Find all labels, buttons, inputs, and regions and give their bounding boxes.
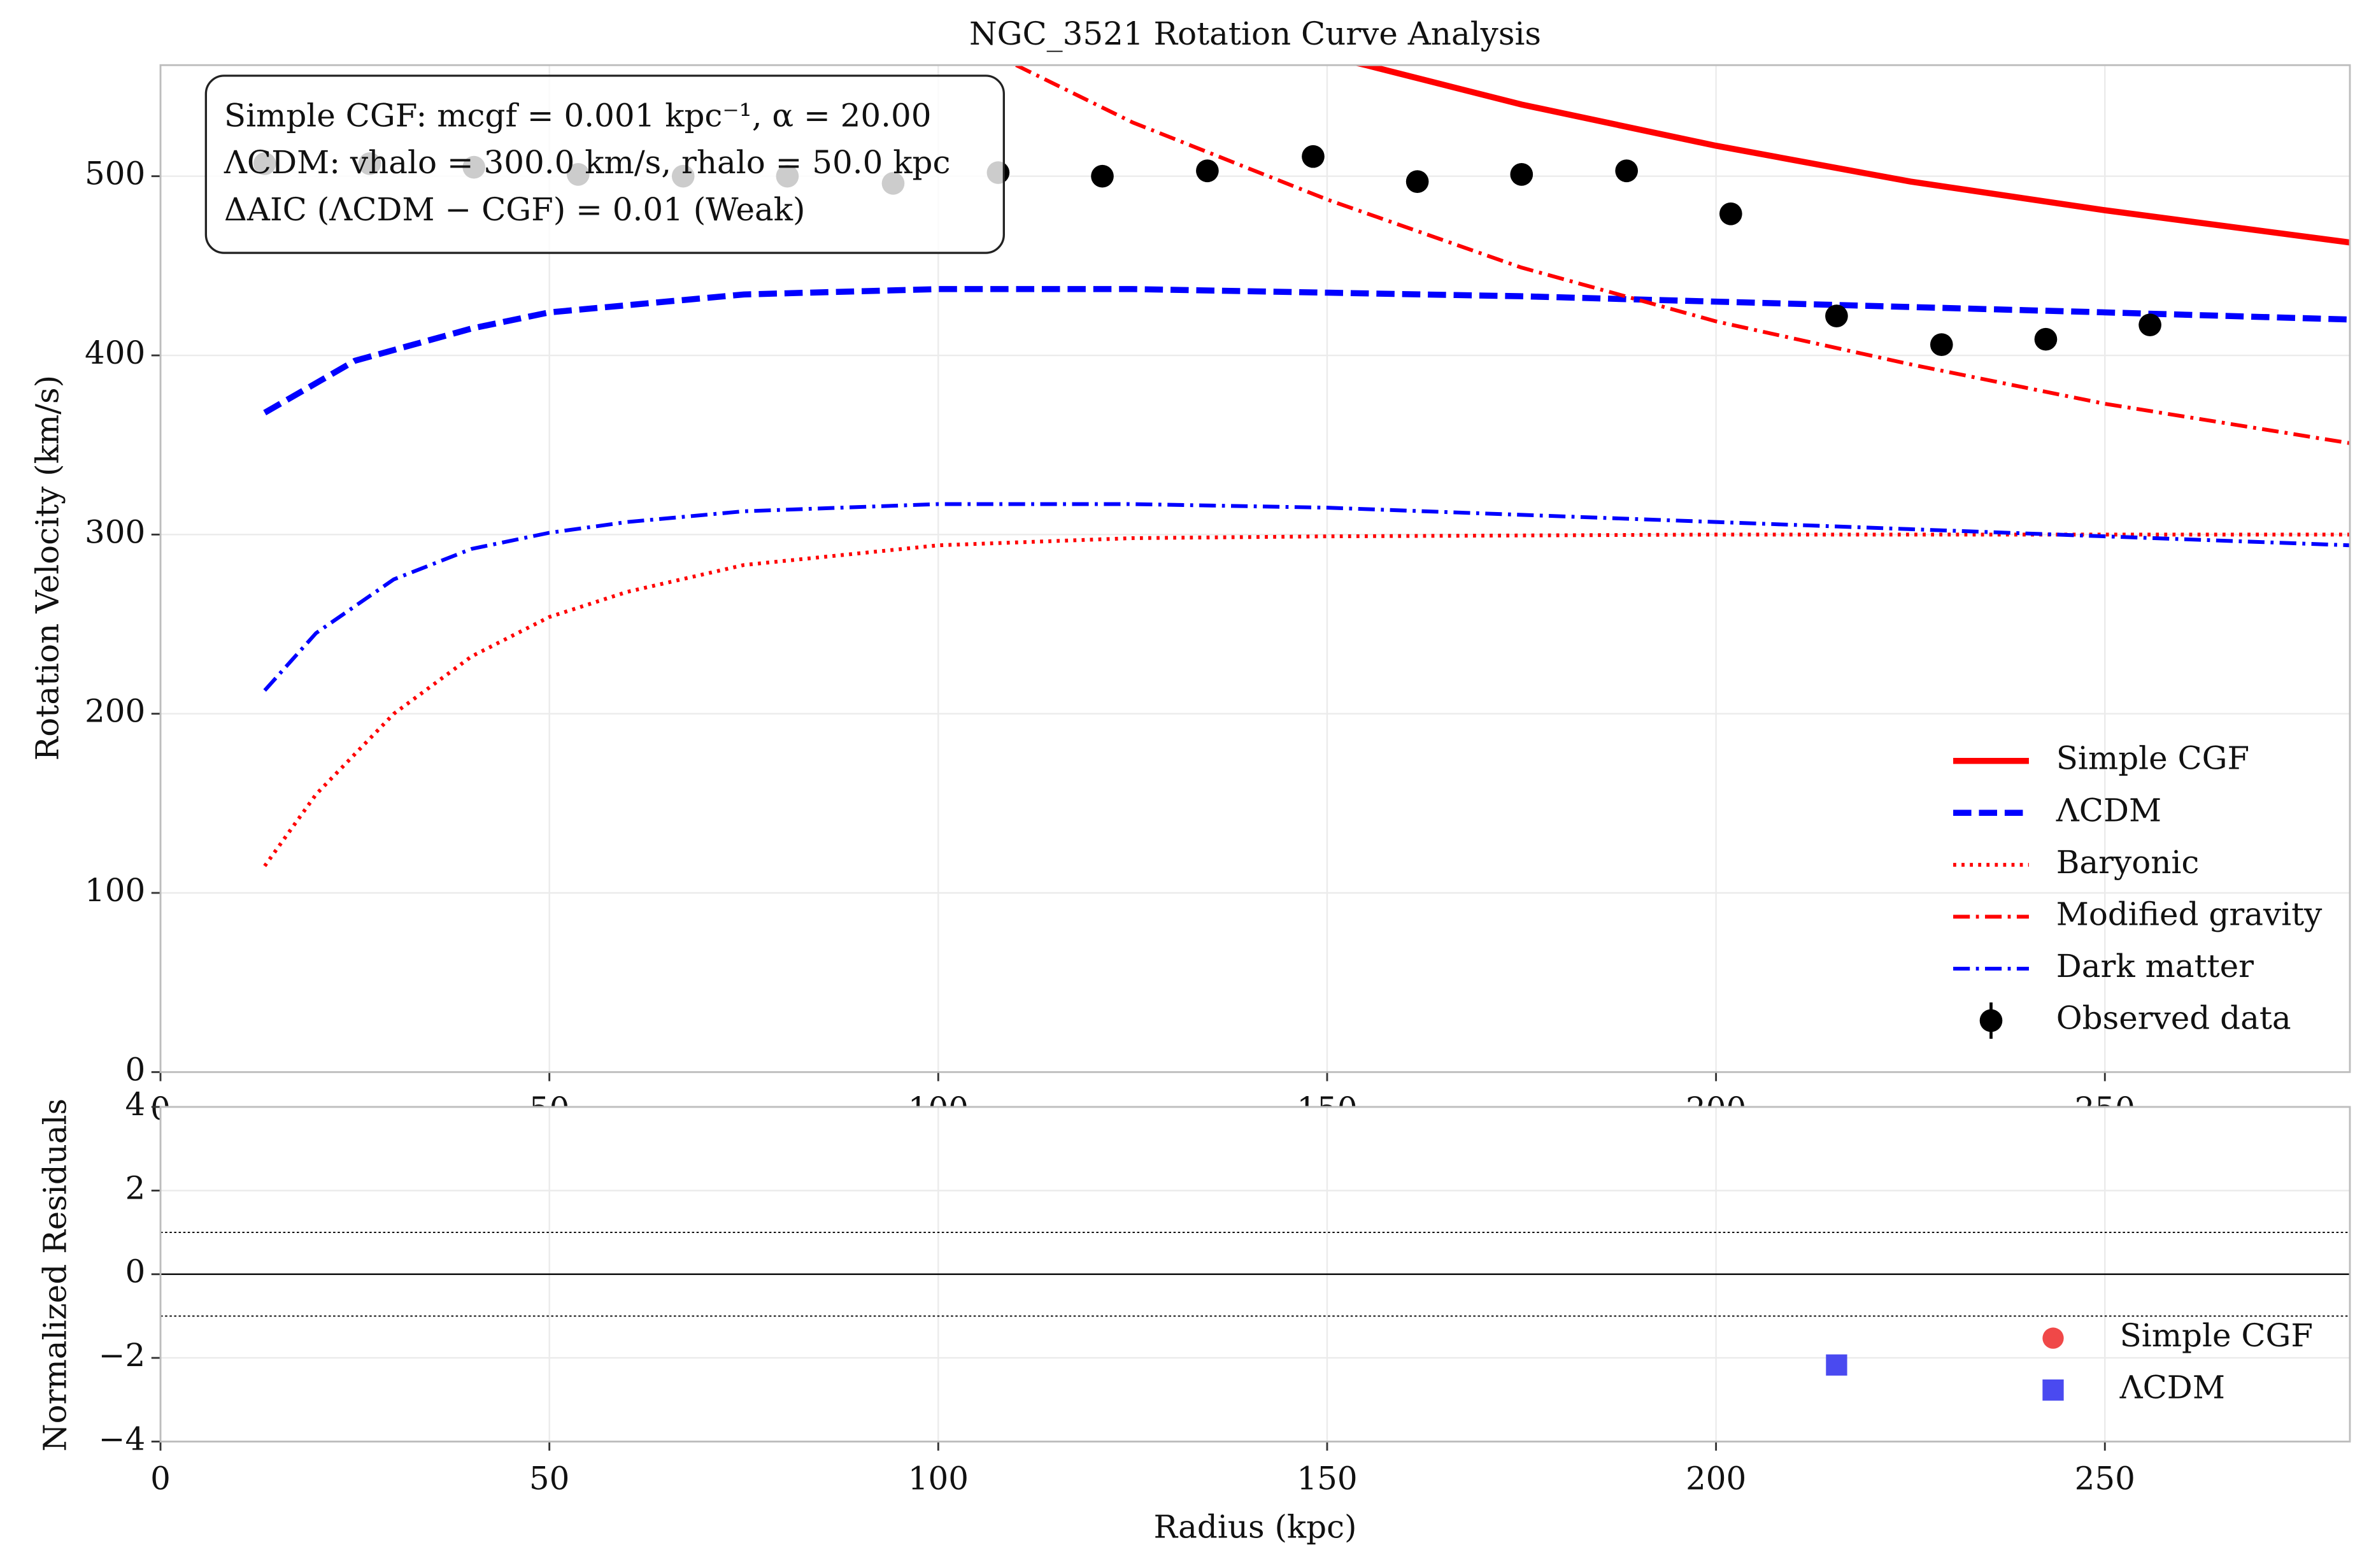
legend-swatch xyxy=(2042,1327,2064,1349)
annotation-text: ΛCDM: vhalo = 300.0 km/s, rhalo = 50.0 k… xyxy=(224,144,951,181)
y-tick-label: 0 xyxy=(125,1051,145,1088)
marker xyxy=(1405,170,1429,193)
legend-swatch xyxy=(2042,1379,2064,1401)
marker xyxy=(1302,145,1325,168)
y-tick-label: 2 xyxy=(125,1169,145,1206)
x-axis-label: Radius (kpc) xyxy=(1153,1508,1356,1545)
x-tick-label: 250 xyxy=(2075,1460,2135,1497)
y-tick-label: 4 xyxy=(125,1086,145,1123)
marker xyxy=(2034,327,2058,351)
legend-label: Dark matter xyxy=(2056,948,2254,985)
chart-title: NGC_3521 Rotation Curve Analysis xyxy=(969,15,1541,52)
series-line xyxy=(1015,65,2350,445)
annotation-text: Simple CGF: mcgf = 0.001 kpc⁻¹, α = 20.0… xyxy=(224,97,932,134)
axes-frame xyxy=(159,64,2351,1073)
x-tick-label: 100 xyxy=(908,1460,969,1497)
annotation-text: ΔAIC (ΛCDM − CGF) = 0.01 (Weak) xyxy=(224,191,806,228)
marker xyxy=(1719,202,1742,225)
marker xyxy=(1196,159,1219,183)
legend-label: Simple CGF xyxy=(2056,740,2249,777)
marker xyxy=(1930,333,1953,356)
marker xyxy=(1826,1354,1847,1376)
legend-label: Baryonic xyxy=(2056,844,2200,881)
x-tick-label: 0 xyxy=(150,1460,171,1497)
legend-label: ΛCDM xyxy=(2119,1369,2225,1406)
y-axis-label: Normalized Residuals xyxy=(36,1099,73,1451)
x-tick-label: 200 xyxy=(1686,1460,1746,1497)
x-tick-label: 50 xyxy=(529,1460,570,1497)
marker xyxy=(1615,159,1639,183)
y-axis-label: Rotation Velocity (km/s) xyxy=(29,375,66,760)
axes-frame xyxy=(159,1106,2351,1443)
y-tick-label: −2 xyxy=(99,1337,146,1374)
annotation-box xyxy=(204,75,1005,254)
y-tick-label: 0 xyxy=(125,1253,145,1290)
y-tick-label: 300 xyxy=(85,513,145,550)
y-tick-label: 200 xyxy=(85,693,145,730)
series-line xyxy=(263,502,2350,692)
legend-swatch xyxy=(1979,1009,2003,1032)
legend-label: Modified gravity xyxy=(2056,895,2323,932)
series-line xyxy=(1352,65,2350,246)
series-line xyxy=(263,532,2350,867)
plot-layer xyxy=(160,1232,2350,1376)
legend-label: ΛCDM xyxy=(2056,792,2161,829)
y-tick-label: 400 xyxy=(85,334,145,371)
marker xyxy=(1510,163,1533,186)
marker xyxy=(1091,164,1114,188)
legend-label: Simple CGF xyxy=(2120,1317,2313,1354)
legend-label: Observed data xyxy=(2056,999,2291,1036)
y-tick-label: 500 xyxy=(85,155,145,192)
y-tick-label: 100 xyxy=(85,872,145,909)
marker xyxy=(2138,313,2161,337)
x-tick-label: 150 xyxy=(1297,1460,1357,1497)
series-line xyxy=(263,286,2350,416)
y-tick-label: −4 xyxy=(99,1420,146,1457)
marker xyxy=(1825,304,1848,327)
